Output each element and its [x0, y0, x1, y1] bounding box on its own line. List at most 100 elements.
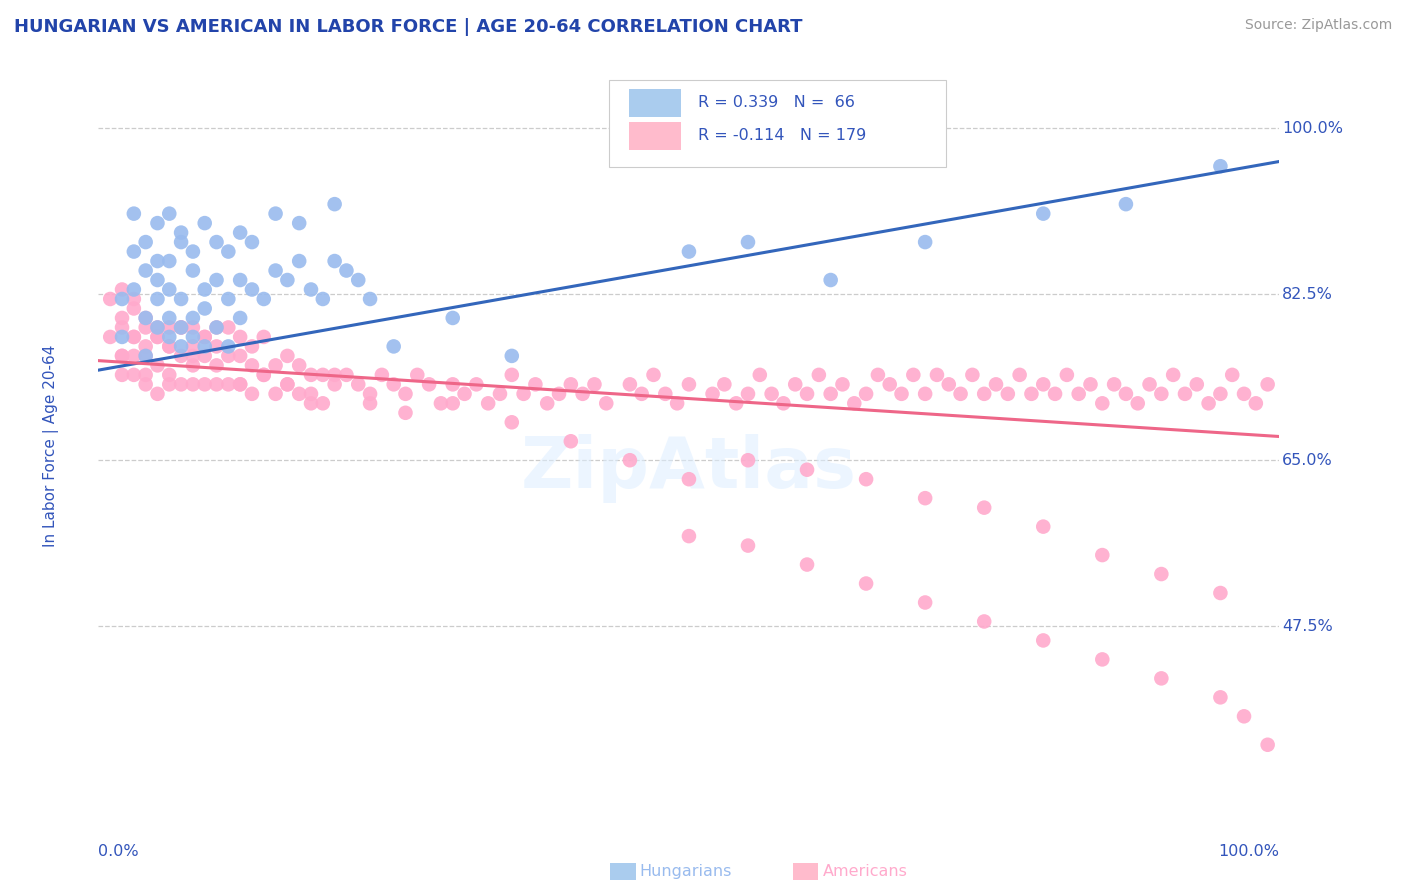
Point	[441, 396, 464, 410]
Point	[359, 387, 381, 401]
Point	[1233, 387, 1256, 401]
Point	[122, 244, 145, 259]
Point	[111, 349, 134, 363]
Point	[441, 377, 464, 392]
Point	[181, 339, 204, 353]
Point	[1102, 377, 1125, 392]
Point	[807, 368, 830, 382]
Point	[548, 387, 571, 401]
Point	[299, 368, 322, 382]
Text: 100.0%: 100.0%	[1219, 845, 1279, 859]
Point	[122, 330, 145, 344]
Point	[619, 377, 641, 392]
Point	[630, 387, 652, 401]
Point	[748, 368, 770, 382]
Text: HUNGARIAN VS AMERICAN IN LABOR FORCE | AGE 20-64 CORRELATION CHART: HUNGARIAN VS AMERICAN IN LABOR FORCE | A…	[14, 18, 803, 36]
Point	[678, 529, 700, 543]
Point	[796, 558, 818, 572]
Point	[146, 320, 169, 334]
Point	[217, 292, 239, 306]
Point	[1056, 368, 1078, 382]
Point	[194, 283, 217, 297]
Point	[583, 377, 606, 392]
Point	[194, 339, 217, 353]
Point	[276, 377, 298, 392]
Point	[229, 330, 252, 344]
Point	[560, 434, 582, 449]
Point	[240, 235, 263, 249]
Point	[229, 349, 252, 363]
Point	[820, 387, 842, 401]
Point	[382, 377, 405, 392]
Point	[194, 301, 217, 316]
Point	[335, 263, 357, 277]
Point	[170, 320, 193, 334]
Point	[489, 387, 512, 401]
Point	[157, 377, 180, 392]
Point	[501, 368, 523, 382]
Point	[477, 396, 499, 410]
Point	[702, 387, 724, 401]
Point	[761, 387, 783, 401]
Point	[253, 292, 276, 306]
Text: 65.0%: 65.0%	[1282, 453, 1333, 467]
Point	[1150, 567, 1173, 582]
Text: ZipAtlas: ZipAtlas	[522, 434, 856, 503]
Point	[181, 244, 204, 259]
Point	[135, 235, 157, 249]
Point	[1257, 738, 1279, 752]
Point	[1091, 396, 1114, 410]
Point	[181, 330, 204, 344]
Point	[914, 235, 936, 249]
Point	[253, 368, 276, 382]
Text: 47.5%: 47.5%	[1282, 619, 1333, 633]
Text: 0.0%: 0.0%	[98, 845, 139, 859]
Text: Source: ZipAtlas.com: Source: ZipAtlas.com	[1244, 18, 1392, 32]
Point	[619, 453, 641, 467]
Point	[890, 387, 912, 401]
Point	[146, 292, 169, 306]
Point	[1032, 519, 1054, 533]
Point	[122, 292, 145, 306]
Point	[181, 359, 204, 373]
Point	[157, 330, 180, 344]
Point	[299, 387, 322, 401]
Point	[146, 359, 169, 373]
Point	[465, 377, 488, 392]
Point	[1220, 368, 1243, 382]
Point	[253, 330, 276, 344]
Point	[855, 576, 877, 591]
Point	[217, 244, 239, 259]
Point	[571, 387, 593, 401]
Point	[323, 368, 346, 382]
Point	[170, 226, 193, 240]
Point	[111, 310, 134, 325]
Point	[181, 377, 204, 392]
Point	[170, 377, 193, 392]
Point	[135, 349, 157, 363]
Point	[157, 283, 180, 297]
Point	[371, 368, 394, 382]
Point	[229, 377, 252, 392]
Point	[98, 292, 121, 306]
Point	[98, 330, 121, 344]
Point	[1209, 159, 1232, 173]
Point	[217, 320, 239, 334]
Point	[135, 310, 157, 325]
Point	[122, 330, 145, 344]
Text: Hungarians: Hungarians	[640, 864, 733, 879]
Point	[1198, 396, 1220, 410]
Point	[925, 368, 948, 382]
Point	[678, 244, 700, 259]
Point	[122, 301, 145, 316]
Point	[170, 235, 193, 249]
Point	[111, 292, 134, 306]
Point	[713, 377, 735, 392]
Point	[796, 463, 818, 477]
Point	[1209, 690, 1232, 705]
Point	[111, 349, 134, 363]
Point	[205, 235, 228, 249]
Point	[146, 273, 169, 287]
Point	[288, 254, 311, 268]
Point	[194, 330, 217, 344]
